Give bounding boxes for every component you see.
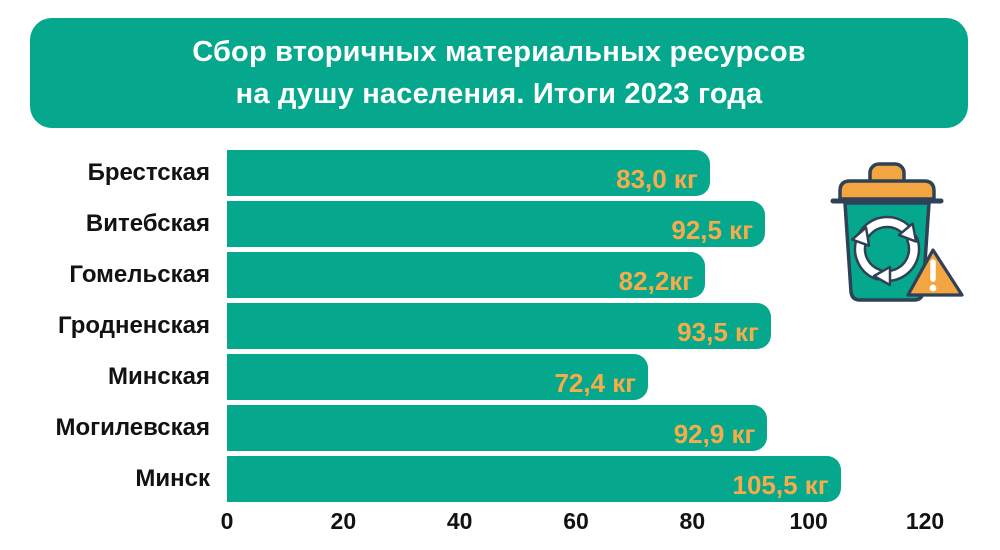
bar-track: 93,5 кг <box>227 303 925 349</box>
category-label: Гродненская <box>58 312 210 339</box>
category-label: Витебская <box>85 210 210 237</box>
bar: 72,4 кг <box>227 354 649 400</box>
bar-track: 83,0 кг <box>227 150 925 196</box>
bar: 82,2кг <box>227 252 706 298</box>
bar-row: Брестская 83,0 кг <box>0 150 925 196</box>
bar-track: 92,9 кг <box>227 405 925 451</box>
value-label: 93,5 кг <box>677 317 759 347</box>
value-label: 105,5 кг <box>732 470 829 500</box>
bar: 92,9 кг <box>227 405 768 451</box>
bar-track: 72,4 кг <box>227 354 925 400</box>
category-label: Минск <box>135 465 210 492</box>
bar: 83,0 кг <box>227 150 710 196</box>
title-banner: Сбор вторичных материальных ресурсов на … <box>30 18 968 128</box>
bar-track: 82,2кг <box>227 252 925 298</box>
x-tick-label: 120 <box>905 508 945 534</box>
bar: 93,5 кг <box>227 303 771 349</box>
category-label: Брестская <box>87 159 210 186</box>
bar-row: Минская 72,4 кг <box>0 354 925 400</box>
bar-row: Минск 105,5 кг <box>0 456 925 502</box>
recycle-bin-svg <box>830 162 964 302</box>
x-axis: 0 20 40 60 80 100 120 <box>221 508 945 538</box>
recycle-arrows-icon <box>850 215 921 287</box>
x-tick-label: 100 <box>789 508 828 534</box>
bar-track: 92,5 кг <box>227 201 925 247</box>
x-tick-label: 60 <box>563 508 589 534</box>
chart-title-line1: Сбор вторичных материальных ресурсов <box>192 36 806 68</box>
category-label: Минская <box>108 363 210 390</box>
value-label: 82,2кг <box>618 266 694 296</box>
bar-track: 105,5 кг <box>227 456 925 502</box>
bar-row: Витебская 92,5 кг <box>0 201 925 247</box>
x-tick-label: 20 <box>330 508 357 534</box>
bar-row: Могилевская 92,9 кг <box>0 405 925 451</box>
value-label: 72,4 кг <box>554 368 637 398</box>
category-label: Могилевская <box>55 414 210 441</box>
value-label: 92,9 кг <box>673 419 756 449</box>
recycle-bin-icon <box>820 150 970 310</box>
bar: 105,5 кг <box>227 456 841 502</box>
exclamation-mark <box>929 259 937 292</box>
bar-row: Гомельская 82,2кг <box>0 252 925 298</box>
warning-triangle-icon <box>906 248 964 297</box>
bar-chart: Брестская 83,0 кг Витебская 92,5 кг Гоме… <box>0 150 925 502</box>
category-label: Гомельская <box>69 261 210 288</box>
value-label: 92,5 кг <box>671 215 754 245</box>
value-label: 83,0 кг <box>616 164 698 194</box>
x-tick-label: 80 <box>679 508 706 534</box>
chart-title-line2: на душу населения. Итоги 2023 года <box>235 78 763 110</box>
bin-lid <box>838 179 936 201</box>
x-tick-label: 40 <box>446 508 473 534</box>
x-tick-label: 0 <box>220 508 234 534</box>
bar: 92,5 кг <box>227 201 766 247</box>
bar-row: Гродненская 93,5 кг <box>0 303 925 349</box>
